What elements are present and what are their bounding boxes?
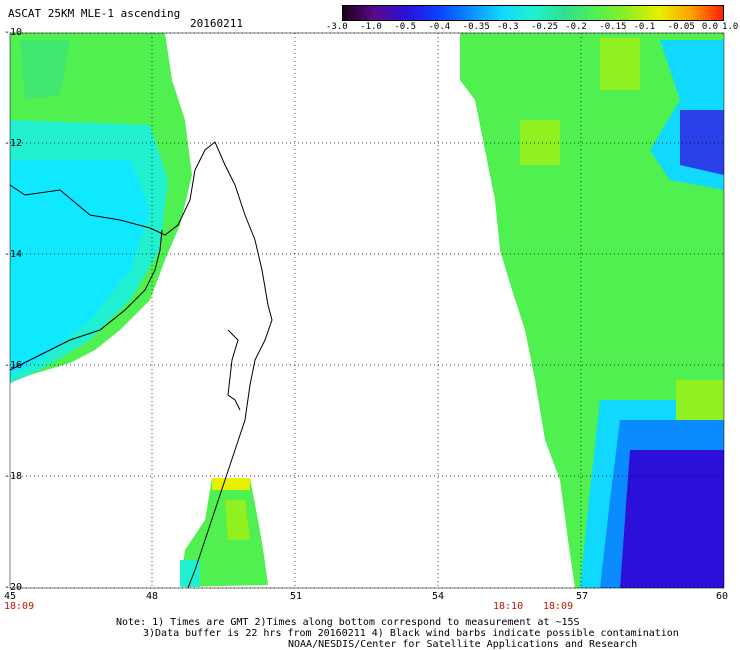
colorbar-tick-label: -0.25 bbox=[531, 22, 559, 32]
lat-label: -10 bbox=[4, 27, 23, 38]
colorbar bbox=[342, 5, 724, 21]
lon-label: 54 bbox=[432, 591, 445, 602]
lon-label: 45 bbox=[4, 591, 17, 602]
colorbar-tick-label: -3.0 bbox=[326, 22, 348, 32]
lon-label: 57 bbox=[576, 591, 589, 602]
colorbar-tick-label: -0.4 bbox=[428, 22, 451, 32]
coastline bbox=[9, 141, 273, 589]
lat-label: -18 bbox=[4, 471, 23, 482]
colorbar-tick-label: -0.35 bbox=[462, 22, 490, 32]
swath-south-islands bbox=[180, 478, 268, 587]
colorbar-tick-label: -0.1 bbox=[633, 22, 656, 32]
lat-label: -12 bbox=[4, 138, 23, 149]
lon-label: 51 bbox=[290, 591, 303, 602]
colorbar-tick-label: -0.3 bbox=[496, 22, 519, 32]
swath-west bbox=[10, 33, 192, 383]
map-frame bbox=[9, 32, 725, 589]
time-label: 18:09 bbox=[543, 601, 574, 612]
note-line-2: 3)Data buffer is 22 hrs from 20160211 4)… bbox=[143, 628, 679, 639]
note-line-3: NOAA/NESDIS/Center for Satellite Applica… bbox=[288, 639, 638, 650]
lat-label: -20 bbox=[4, 582, 23, 593]
colorbar-tick-label: -0.15 bbox=[599, 22, 627, 32]
colorbar-tick-label: 1.0 bbox=[722, 22, 739, 32]
map-date: 20160211 bbox=[190, 17, 243, 30]
note-line-1: Note: 1) Times are GMT 2)Times along bot… bbox=[116, 617, 580, 628]
lat-label: -16 bbox=[4, 360, 23, 371]
lat-label: -14 bbox=[4, 249, 23, 260]
colorbar-tick-label: -0.5 bbox=[394, 22, 417, 32]
colorbar-tick-label: -1.0 bbox=[360, 22, 382, 32]
time-label: 18:09 bbox=[4, 601, 35, 612]
map-title: ASCAT 25KM MLE-1 ascending bbox=[8, 7, 181, 20]
colorbar-tick-label: 0.0 bbox=[701, 22, 719, 32]
lon-label: 48 bbox=[146, 591, 159, 602]
colorbar-tick-label: -0.05 bbox=[667, 22, 695, 32]
swath-east bbox=[460, 33, 724, 588]
colorbar-tick-label: -0.2 bbox=[565, 22, 587, 32]
time-label: 18:10 bbox=[493, 601, 524, 612]
lon-label: 60 bbox=[716, 591, 729, 602]
